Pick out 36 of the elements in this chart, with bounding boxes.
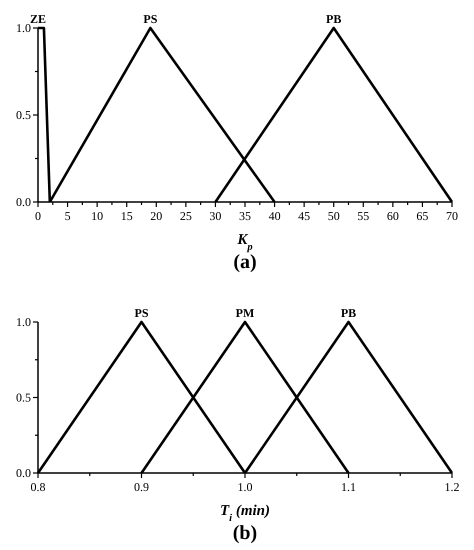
y-tick-label: 0.5 xyxy=(16,108,31,122)
series-label: ZE xyxy=(30,12,46,26)
x-tick-label: 55 xyxy=(357,209,370,223)
text: (b) xyxy=(232,522,258,544)
x-tick-label: 60 xyxy=(386,209,399,223)
x-tick-label: 0 xyxy=(35,209,41,223)
x-tick-label: 40 xyxy=(268,209,281,223)
y-tick-label: 0.0 xyxy=(16,466,31,480)
y-tick-label: 1.0 xyxy=(16,21,31,35)
x-tick-label: 70 xyxy=(446,209,458,223)
text: (a) xyxy=(233,251,257,273)
x-tick-label: 1.1 xyxy=(341,480,356,494)
series-label: PB xyxy=(340,306,356,320)
x-tick-label: 5 xyxy=(64,209,71,223)
x-tick-label: 45 xyxy=(298,209,310,223)
x-tick-label: 25 xyxy=(180,209,192,223)
series-label: PS xyxy=(143,12,158,26)
x-tick-label: 0.9 xyxy=(134,480,149,494)
x-tick-label: 30 xyxy=(209,209,222,223)
x-tick-label: 65 xyxy=(416,209,428,223)
x-tick-label: 15 xyxy=(120,209,133,223)
y-tick-label: 0.0 xyxy=(16,195,31,209)
x-tick-label: 0.8 xyxy=(30,480,46,494)
y-tick-label: 0.5 xyxy=(16,390,31,404)
x-tick-label: 1.0 xyxy=(238,480,252,494)
x-tick-label: 35 xyxy=(239,209,251,223)
series-label: PS xyxy=(134,306,149,320)
series-label: PM xyxy=(236,306,254,320)
y-tick-label: 1.0 xyxy=(16,315,31,329)
x-tick-label: 50 xyxy=(328,209,340,223)
x-tick-label: 20 xyxy=(150,209,162,223)
series-label: PB xyxy=(326,12,342,26)
x-axis-title: T$_{i}$ (min) xyxy=(220,503,270,524)
x-axis-title: K$_{p}$ xyxy=(236,232,253,252)
x-tick-label: 10 xyxy=(91,209,104,223)
x-tick-label: 1.2 xyxy=(444,480,460,494)
